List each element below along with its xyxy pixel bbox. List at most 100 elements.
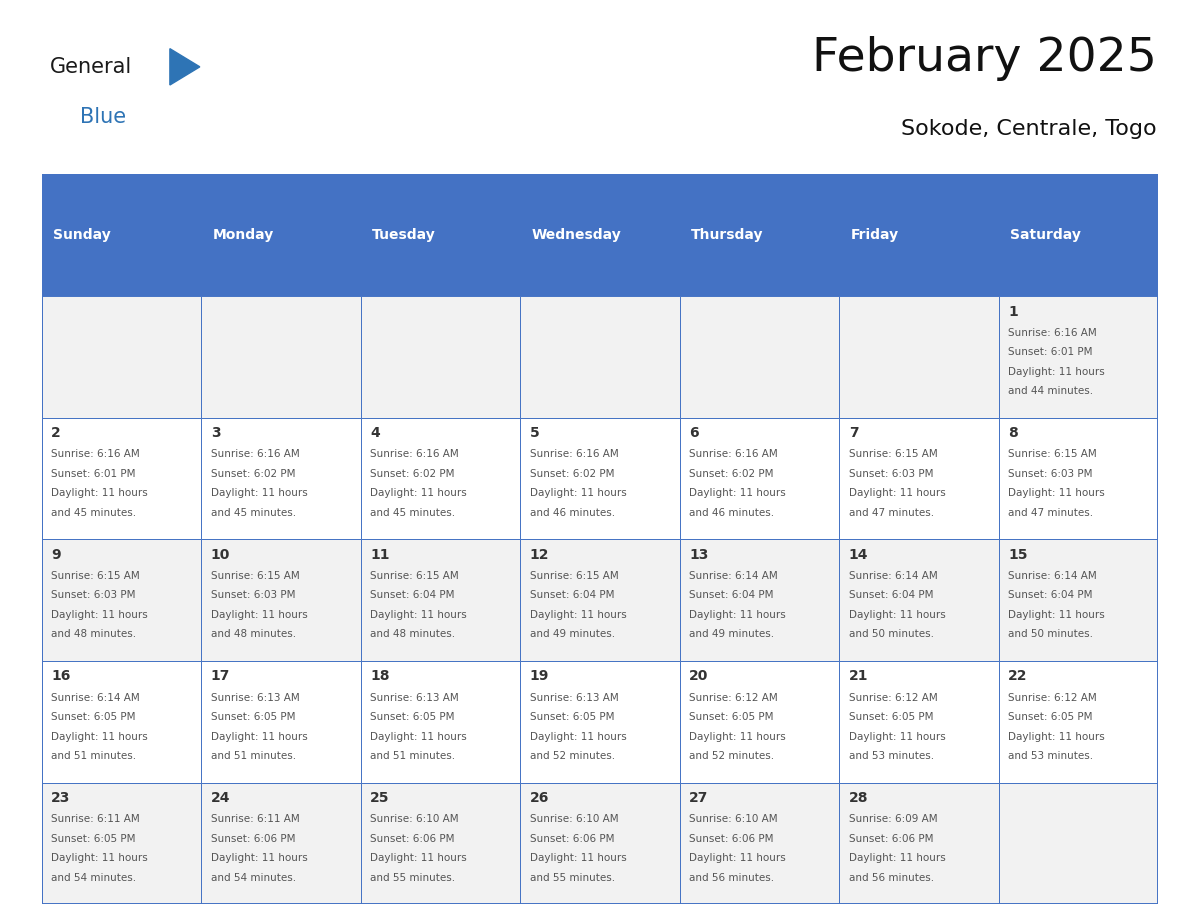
Bar	[361, 661, 520, 782]
Text: Sunset: 6:01 PM: Sunset: 6:01 PM	[1009, 347, 1093, 357]
Text: Daylight: 11 hours: Daylight: 11 hours	[1009, 732, 1105, 742]
Text: Blue: Blue	[80, 106, 126, 127]
Text: Sunset: 6:02 PM: Sunset: 6:02 PM	[210, 469, 295, 479]
Text: Daylight: 11 hours: Daylight: 11 hours	[1009, 366, 1105, 376]
Text: Daylight: 11 hours: Daylight: 11 hours	[371, 610, 467, 620]
Text: Daylight: 11 hours: Daylight: 11 hours	[210, 610, 308, 620]
Text: 17: 17	[210, 669, 230, 684]
Text: Monday: Monday	[213, 229, 273, 242]
Text: and 50 minutes.: and 50 minutes.	[1009, 630, 1093, 639]
Bar	[201, 296, 361, 418]
Bar	[361, 539, 520, 661]
Text: 13: 13	[689, 548, 709, 562]
Bar	[361, 174, 520, 296]
Text: Sunrise: 6:11 AM: Sunrise: 6:11 AM	[51, 814, 140, 824]
Text: Daylight: 11 hours: Daylight: 11 hours	[51, 732, 147, 742]
Bar	[839, 296, 999, 418]
Text: and 45 minutes.: and 45 minutes.	[371, 508, 455, 518]
Text: Sunset: 6:06 PM: Sunset: 6:06 PM	[530, 834, 614, 844]
Text: Daylight: 11 hours: Daylight: 11 hours	[848, 488, 946, 498]
Text: 15: 15	[1009, 548, 1028, 562]
Text: and 45 minutes.: and 45 minutes.	[210, 508, 296, 518]
Text: and 48 minutes.: and 48 minutes.	[371, 630, 455, 639]
Text: Thursday: Thursday	[691, 229, 764, 242]
Text: Sunset: 6:06 PM: Sunset: 6:06 PM	[848, 834, 934, 844]
Text: Daylight: 11 hours: Daylight: 11 hours	[371, 732, 467, 742]
Text: Daylight: 11 hours: Daylight: 11 hours	[371, 488, 467, 498]
Bar	[839, 539, 999, 661]
Text: Sunrise: 6:16 AM: Sunrise: 6:16 AM	[530, 449, 619, 459]
Bar	[201, 174, 361, 296]
Text: Daylight: 11 hours: Daylight: 11 hours	[848, 610, 946, 620]
Text: Sunrise: 6:16 AM: Sunrise: 6:16 AM	[371, 449, 459, 459]
Text: Sunset: 6:05 PM: Sunset: 6:05 PM	[689, 712, 773, 722]
Text: Sunrise: 6:15 AM: Sunrise: 6:15 AM	[371, 571, 459, 581]
Text: Daylight: 11 hours: Daylight: 11 hours	[530, 488, 626, 498]
Text: Daylight: 11 hours: Daylight: 11 hours	[210, 853, 308, 863]
Text: 14: 14	[848, 548, 868, 562]
Text: Daylight: 11 hours: Daylight: 11 hours	[1009, 610, 1105, 620]
Text: Sunset: 6:05 PM: Sunset: 6:05 PM	[1009, 712, 1093, 722]
Text: Sunset: 6:05 PM: Sunset: 6:05 PM	[371, 712, 455, 722]
Bar	[520, 539, 680, 661]
Text: and 49 minutes.: and 49 minutes.	[530, 630, 615, 639]
Bar	[201, 782, 361, 904]
Bar	[999, 782, 1158, 904]
Text: Daylight: 11 hours: Daylight: 11 hours	[1009, 488, 1105, 498]
Text: 24: 24	[210, 791, 230, 805]
Text: 18: 18	[371, 669, 390, 684]
Text: 12: 12	[530, 548, 549, 562]
Text: Daylight: 11 hours: Daylight: 11 hours	[689, 853, 786, 863]
Bar	[680, 661, 839, 782]
Text: 5: 5	[530, 426, 539, 441]
Text: and 49 minutes.: and 49 minutes.	[689, 630, 775, 639]
Bar	[201, 418, 361, 539]
Text: 26: 26	[530, 791, 549, 805]
Text: Sunset: 6:04 PM: Sunset: 6:04 PM	[848, 590, 934, 600]
Text: 9: 9	[51, 548, 61, 562]
Text: and 46 minutes.: and 46 minutes.	[530, 508, 615, 518]
Text: 2: 2	[51, 426, 61, 441]
Bar	[520, 661, 680, 782]
Text: and 47 minutes.: and 47 minutes.	[1009, 508, 1093, 518]
Text: and 55 minutes.: and 55 minutes.	[530, 873, 615, 882]
Text: Sunrise: 6:16 AM: Sunrise: 6:16 AM	[51, 449, 140, 459]
Text: Sunset: 6:03 PM: Sunset: 6:03 PM	[1009, 469, 1093, 479]
Bar	[520, 418, 680, 539]
Text: and 46 minutes.: and 46 minutes.	[689, 508, 775, 518]
Text: Wednesday: Wednesday	[531, 229, 621, 242]
Bar	[201, 661, 361, 782]
Text: Sunset: 6:05 PM: Sunset: 6:05 PM	[51, 712, 135, 722]
Text: Sunrise: 6:14 AM: Sunrise: 6:14 AM	[1009, 571, 1097, 581]
Text: 27: 27	[689, 791, 709, 805]
Bar	[680, 782, 839, 904]
Text: 20: 20	[689, 669, 709, 684]
Bar	[42, 782, 201, 904]
Text: Sunset: 6:05 PM: Sunset: 6:05 PM	[51, 834, 135, 844]
Text: and 53 minutes.: and 53 minutes.	[1009, 751, 1093, 761]
Text: Sunrise: 6:15 AM: Sunrise: 6:15 AM	[530, 571, 619, 581]
Text: 11: 11	[371, 548, 390, 562]
Text: Sunset: 6:03 PM: Sunset: 6:03 PM	[210, 590, 295, 600]
Text: Sunset: 6:02 PM: Sunset: 6:02 PM	[371, 469, 455, 479]
Text: and 52 minutes.: and 52 minutes.	[530, 751, 615, 761]
Text: Sunset: 6:03 PM: Sunset: 6:03 PM	[848, 469, 934, 479]
Bar	[520, 174, 680, 296]
Text: and 56 minutes.: and 56 minutes.	[689, 873, 775, 882]
Text: Sunset: 6:06 PM: Sunset: 6:06 PM	[210, 834, 295, 844]
Text: Sunrise: 6:15 AM: Sunrise: 6:15 AM	[210, 571, 299, 581]
Text: Sunset: 6:05 PM: Sunset: 6:05 PM	[848, 712, 934, 722]
Text: Sunrise: 6:12 AM: Sunrise: 6:12 AM	[848, 692, 937, 702]
Text: February 2025: February 2025	[811, 36, 1157, 82]
Text: Sunrise: 6:13 AM: Sunrise: 6:13 AM	[530, 692, 619, 702]
Text: Sunrise: 6:12 AM: Sunrise: 6:12 AM	[1009, 692, 1097, 702]
Text: Sunrise: 6:16 AM: Sunrise: 6:16 AM	[1009, 328, 1097, 338]
Bar	[361, 418, 520, 539]
Text: Tuesday: Tuesday	[372, 229, 436, 242]
Text: Daylight: 11 hours: Daylight: 11 hours	[689, 488, 786, 498]
Text: and 48 minutes.: and 48 minutes.	[210, 630, 296, 639]
Text: 10: 10	[210, 548, 230, 562]
Bar	[999, 296, 1158, 418]
Text: Sunset: 6:06 PM: Sunset: 6:06 PM	[689, 834, 773, 844]
Text: Sunrise: 6:12 AM: Sunrise: 6:12 AM	[689, 692, 778, 702]
